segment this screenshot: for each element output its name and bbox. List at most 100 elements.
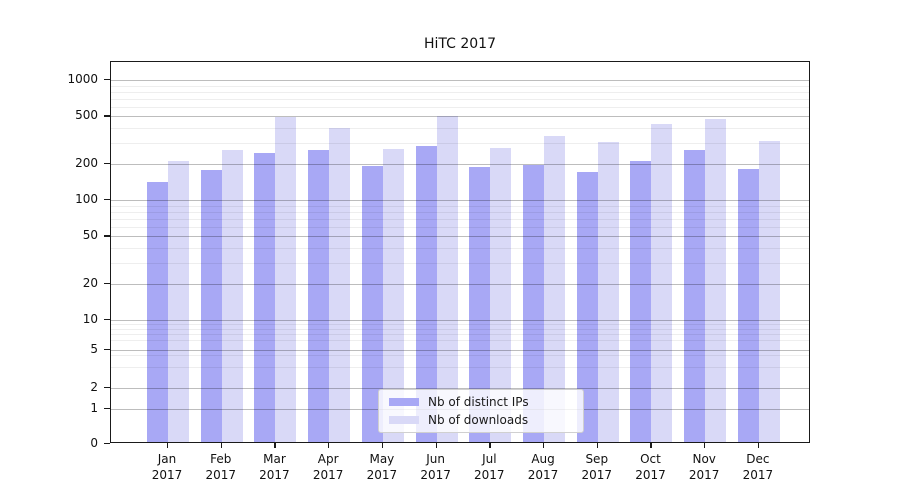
y-tick-mark [104,443,110,445]
y-tick-label-10: 10 [82,312,98,327]
gridline-500 [111,116,809,118]
y-tick-label-2: 2 [90,379,98,394]
x-tick-mark [435,443,437,448]
y-tick-label-200: 200 [75,156,98,171]
bar-downloads-nov [705,119,727,442]
bar-downloads-aug [544,135,566,442]
x-tick-mark [328,443,330,448]
bar-ips-nov [684,150,706,442]
y-tick-label-100: 100 [75,192,98,207]
legend-swatch-icon [389,416,419,424]
y-tick-label-20: 20 [82,276,98,291]
legend-label: Nb of downloads [428,413,529,427]
y-tick-label-0: 0 [90,436,98,451]
bar-ips-mar [254,153,276,442]
x-tick-mark [704,443,706,448]
bar-ips-sep [576,171,598,442]
gridline-40 [111,248,809,250]
bar-downloads-dec [758,140,780,442]
x-tick-label-oct: Oct 2017 [635,452,666,482]
bar-ips-jul [469,167,491,442]
x-tick-mark [220,443,222,448]
x-tick-label-mar: Mar 2017 [259,452,290,482]
legend: Nb of distinct IPs Nb of downloads [378,389,584,433]
bar-ips-feb [200,170,222,442]
gridline-20 [111,284,809,286]
gridline-6 [111,339,809,341]
gridline-70 [111,218,809,220]
x-tick-mark [543,443,545,448]
gridline-400 [111,128,809,130]
x-tick-label-jan: Jan 2017 [151,452,183,482]
bar-ips-jun [415,146,437,442]
gridline-300 [111,143,809,145]
x-tick-label-sep: Sep 2017 [581,452,613,482]
gridline-700 [111,98,809,100]
y-tick-mark [104,349,110,351]
gridline-3 [111,366,809,368]
legend-swatch-icon [389,398,419,406]
y-tick-label-1: 1 [90,400,98,415]
bar-ips-oct [630,160,652,442]
y-tick-mark [104,386,110,388]
legend-item: Nb of distinct IPs [389,395,573,409]
gridline-600 [111,106,809,108]
x-tick-label-aug: Aug 2017 [527,452,559,482]
y-tick-mark [104,79,110,81]
y-tick-mark [104,407,110,409]
chart-title: HiTC 2017 [423,36,496,52]
bar-downloads-mar [275,117,297,442]
gridline-10 [111,320,809,322]
bar-ips-jan [147,182,168,442]
y-tick-label-1000: 1000 [67,72,98,87]
gridline-50 [111,236,809,238]
bar-downloads-may [382,149,404,442]
gridline-5 [111,350,809,351]
bar-downloads-feb [221,150,243,442]
y-tick-mark [104,199,110,201]
x-tick-mark [274,443,276,448]
y-tick-label-50: 50 [82,228,98,243]
y-tick-mark [104,115,110,117]
y-tick-mark [104,319,110,321]
x-tick-mark [757,443,760,448]
plot-area [110,61,810,443]
y-tick-mark [104,163,110,165]
bar-downloads-jul [490,148,512,442]
x-tick-mark [596,443,598,448]
x-tick-mark [489,443,491,448]
gridline-800 [111,91,809,93]
bar-ips-dec [737,168,759,442]
x-tick-label-nov: Nov 2017 [688,452,720,482]
bar-ips-aug [523,164,545,442]
legend-label: Nb of distinct IPs [428,395,529,409]
y-tick-mark [104,235,110,237]
gridline-4 [111,355,809,357]
gridline-2 [111,387,809,389]
x-tick-label-apr: Apr 2017 [312,452,344,482]
gridline-1000 [111,80,809,82]
y-tick-mark [104,283,110,285]
y-tick-label-500: 500 [75,108,98,123]
x-tick-label-jun: Jun 2017 [420,452,451,482]
gridline-200 [111,164,809,166]
gridline-80 [111,211,809,213]
bar-downloads-apr [329,128,351,442]
x-tick-label-jul: Jul 2017 [474,452,505,482]
bar-downloads-sep [597,141,619,442]
x-tick-mark [381,443,384,448]
bar-ips-may [361,165,383,442]
gridline-60 [111,226,809,228]
x-tick-label-may: May 2017 [366,452,398,482]
x-tick-label-feb: Feb 2017 [205,452,236,482]
x-tick-mark [167,443,169,448]
gridline-8 [111,328,809,330]
gridline-900 [111,85,809,87]
gridline-90 [111,205,809,207]
bar-downloads-jan [168,160,189,442]
gridline-30 [111,263,809,265]
y-tick-label-5: 5 [90,342,98,356]
bar-ips-apr [308,150,330,442]
x-tick-label-dec: Dec 2017 [742,452,774,482]
